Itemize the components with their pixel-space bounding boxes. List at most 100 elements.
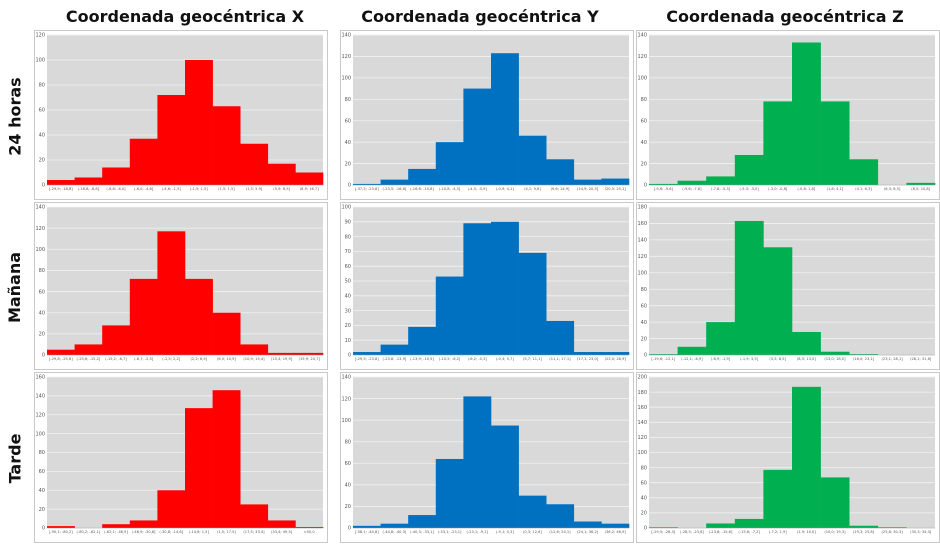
x-tick-label: (17,1; 23,0] <box>577 357 599 361</box>
histogram-bar <box>129 520 158 528</box>
y-tick-label: 20 <box>39 158 45 164</box>
x-tick-label: (-6,0; -4,6] <box>134 187 154 191</box>
y-tick-label: 0 <box>42 183 45 189</box>
y-tick-label: 160 <box>637 405 647 411</box>
y-tick-label: 40 <box>641 496 647 502</box>
x-tick-label: (18,0; 23,1] <box>853 357 875 361</box>
x-tick-label: (20,5; 25,1] <box>605 187 627 191</box>
y-tick-label: 100 <box>35 247 45 253</box>
x-tick-label: (-23,1; -9,1] <box>466 530 488 534</box>
x-tick-label: (-23,8; -13,9] <box>383 357 407 361</box>
y-tick-label: 120 <box>637 435 647 441</box>
histogram-bar <box>463 223 492 355</box>
histogram-bar <box>463 396 492 528</box>
x-tick-label: (14,9; 20,5] <box>577 187 599 191</box>
x-tick-label: (17,5; 33,4] <box>243 530 265 534</box>
histogram-bar <box>102 524 131 528</box>
y-tick-label: 40 <box>39 133 45 139</box>
y-tick-label: 160 <box>35 375 45 381</box>
histogram-bar <box>546 504 575 528</box>
x-tick-label: (1,5; 17,5] <box>217 530 236 534</box>
y-tick-label: 40 <box>641 320 647 326</box>
x-tick-label: (-1,9; 3,5] <box>740 357 758 361</box>
histogram-bar <box>849 159 879 185</box>
x-tick-label: (28,1; 31,6] <box>910 357 932 361</box>
x-tick-label: [-19,6; -12,1] <box>651 357 675 361</box>
y-tick-label: 100 <box>341 205 351 211</box>
histogram-bar <box>573 521 602 528</box>
histogram-bar <box>240 143 269 185</box>
histogram-svg: 0 20 40 60 80 100 120 140 160 180 [-19,6; -12,1] (-… <box>637 205 935 361</box>
histogram-bar <box>380 179 409 185</box>
y-tick-label: 70 <box>345 249 351 255</box>
x-tick-label: (-8,8; -6,0] <box>106 187 126 191</box>
x-tick-label: (19,9; 24,7] <box>299 357 321 361</box>
y-tick-label: 90 <box>345 220 351 226</box>
column-title-x: Coordenada geocéntrica X <box>65 7 305 26</box>
histogram-bar <box>763 247 793 355</box>
histogram-bar <box>763 101 793 185</box>
y-tick-label: 60 <box>641 480 647 486</box>
x-tick-label: (8,5; 13,0] <box>797 357 816 361</box>
x-tick-label: (19,3; 25,8] <box>853 530 875 534</box>
y-tick-label: 60 <box>345 118 351 124</box>
y-tick-label: 60 <box>345 264 351 270</box>
histogram-bar <box>408 326 437 355</box>
histogram-bar <box>820 101 850 185</box>
y-tick-label: 100 <box>637 270 647 276</box>
x-tick-label: >50,0 <box>304 530 316 534</box>
x-tick-label: (-3,0; -0,8] <box>768 187 788 191</box>
x-tick-label: (-0,8; 1,8] <box>797 187 815 191</box>
histogram-bar <box>353 352 381 355</box>
row-title-label: Tarde <box>5 433 25 483</box>
x-tick-label: [-29,8; -25,6] <box>49 357 73 361</box>
x-tick-label: (-5,3; -3,0] <box>740 187 760 191</box>
x-tick-label: (-9,1; 0,3] <box>496 530 514 534</box>
x-tick-label: (33,4; 49,5] <box>271 530 293 534</box>
y-tick-label: 20 <box>641 336 647 342</box>
histogram-svg: 0 20 40 60 80 100 120 140 [-37,5; -23,8] (-23,5; … <box>341 33 630 191</box>
histogram-bar <box>792 331 821 355</box>
histogram-bar <box>102 167 131 185</box>
x-tick-label: (-23,5; -16,6] <box>383 187 407 191</box>
y-tick-label: 140 <box>637 238 647 244</box>
histogram-bar <box>601 523 630 528</box>
histogram-bar <box>185 408 213 528</box>
y-tick-label: 0 <box>42 526 45 532</box>
histogram-panel-manana-z: 0 20 40 60 80 100 120 140 160 180 [-19,6; -12,1] (-… <box>636 202 940 370</box>
histogram-bar <box>74 177 103 185</box>
histogram-svg: 0 10 20 30 40 50 60 70 80 90 100 [-29,5; -23,8] (-23… <box>341 205 630 361</box>
x-tick-label: [-90,1; -80,2] <box>49 530 73 534</box>
x-tick-label: (-6,2; -0,3] <box>468 357 488 361</box>
histogram-bar <box>295 527 324 528</box>
x-tick-label: (-62,1; -46,9] <box>104 530 128 534</box>
y-tick-label: 0 <box>348 526 351 532</box>
y-tick-label: 120 <box>341 54 351 60</box>
row-title-manana: Mañana <box>0 202 30 372</box>
y-tick-label: 60 <box>39 289 45 295</box>
histogram-svg: 0 20 40 60 80 100 120 140 [-58,1; -44,8] (-44,8; … <box>341 375 630 534</box>
x-tick-label: (8,5; 10,8] <box>911 187 930 191</box>
y-tick-label: 0 <box>348 353 351 359</box>
histogram-bar <box>649 527 678 528</box>
y-tick-label: 140 <box>637 420 647 426</box>
y-tick-label: 40 <box>345 294 351 300</box>
x-tick-label: (-6,7; -2,5] <box>134 357 154 361</box>
histogram-bar <box>792 42 821 185</box>
x-tick-label: [-9,6; -9,6] <box>654 187 674 191</box>
y-tick-label: 60 <box>641 303 647 309</box>
y-tick-label: 40 <box>641 140 647 146</box>
x-tick-label: (13,0; 18,0] <box>824 357 846 361</box>
x-tick-label: (25,8; 30,3] <box>882 530 904 534</box>
histogram-bar <box>734 155 764 185</box>
histogram-bar <box>267 163 296 185</box>
x-tick-label: [-29,9; -18,8] <box>49 187 73 191</box>
histogram-bar <box>212 312 241 355</box>
histogram-bar <box>353 183 381 185</box>
y-tick-label: 100 <box>637 76 647 82</box>
y-tick-label: 30 <box>345 308 351 314</box>
y-tick-label: 140 <box>35 205 45 211</box>
histogram-bar <box>518 135 547 185</box>
histogram-bar <box>435 276 464 355</box>
histogram-bar <box>734 220 764 355</box>
